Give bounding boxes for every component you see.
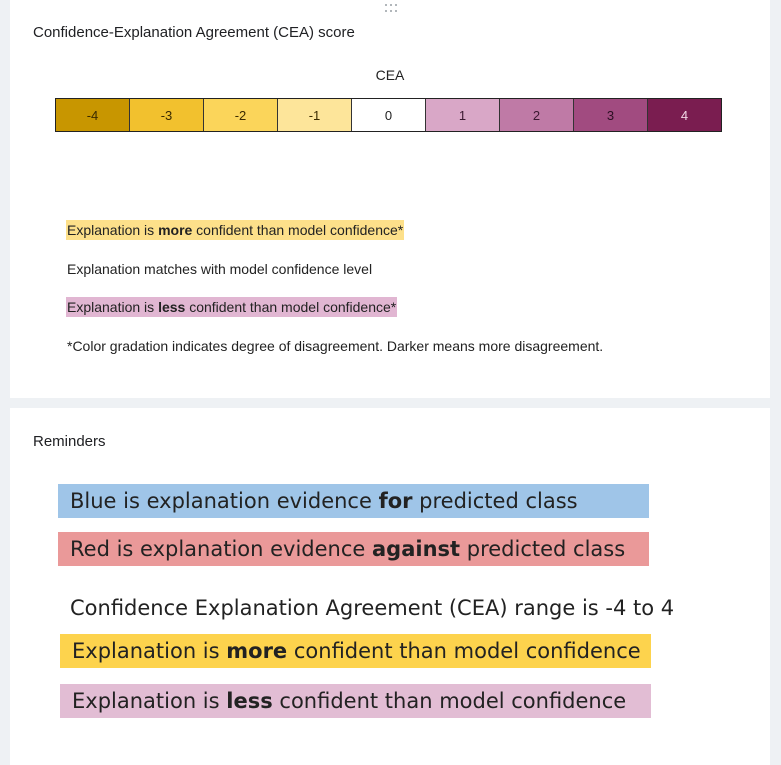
drag-handle-icon[interactable] (382, 4, 400, 14)
cea-scale-label: CEA (375, 67, 405, 83)
cea-scale-cell: 3 (574, 99, 648, 131)
cea-scale-cell: 2 (500, 99, 574, 131)
legend-less-text: Explanation is (67, 299, 159, 315)
reminder-more-text-end: confident than model confidence (287, 639, 641, 663)
legend-more-bold: more (158, 222, 193, 238)
reminder-blue-evidence: Blue is explanation evidence ​for​ predi… (58, 484, 649, 518)
reminder-more-bold: more (226, 639, 288, 663)
reminder-red-text: Red is explanation evidence (70, 537, 372, 561)
reminder-red-text-end: predicted class (460, 537, 626, 561)
reminder-more-text: Explanation is (72, 639, 227, 663)
reminder-less-text: Explanation is (72, 689, 227, 713)
reminder-cea-range: Confidence Explanation Agreement (CEA) r… (70, 596, 675, 620)
legend-less-confident: Explanation is less confident than model… (66, 297, 398, 317)
cea-scale-cell: -4 (56, 99, 130, 131)
cea-scale-cell: -1 (278, 99, 352, 131)
legend-less-text-end: confident than model confidence* (185, 299, 397, 315)
reminders-title: Reminders (33, 433, 106, 450)
cea-scale-cell: 1 (426, 99, 500, 131)
legend-more-confident: Explanation is more confident than model… (66, 220, 405, 240)
reminder-red-bold: against (372, 537, 461, 561)
legend-more-text-end: confident than model confidence* (192, 222, 404, 238)
cea-score-panel: Confidence-Explanation Agreement (CEA) s… (10, 0, 770, 398)
legend-less-bold: less (158, 299, 186, 315)
reminder-less-text-end: confident than model confidence (272, 689, 627, 713)
cea-scale-cell: 4 (648, 99, 721, 131)
reminder-more-confident: Explanation is ​more​ confident than mod… (60, 634, 651, 668)
reminder-red-evidence: Red is explanation evidence ​against​ pr… (58, 532, 649, 566)
legend-footnote: *Color gradation indicates degree of dis… (67, 338, 604, 354)
reminder-less-confident: Explanation is ​less​ confident than mod… (60, 684, 651, 718)
legend-match: Explanation matches with model confidenc… (67, 261, 373, 277)
reminder-blue-text: Blue is explanation evidence (70, 489, 379, 513)
reminders-panel: Reminders Blue is explanation evidence ​… (10, 408, 770, 765)
reminder-blue-text-end: predicted class (412, 489, 578, 513)
cea-scale-cell: -3 (130, 99, 204, 131)
cea-scale-cell: 0 (352, 99, 426, 131)
cea-panel-title: Confidence-Explanation Agreement (CEA) s… (33, 24, 355, 41)
reminder-less-bold: less (226, 689, 273, 713)
cea-scale-cell: -2 (204, 99, 278, 131)
cea-color-scale: -4 -3 -2 -1 0 1 2 3 4 (55, 98, 722, 132)
legend-more-text: Explanation is (67, 222, 159, 238)
reminder-blue-bold: for (378, 489, 413, 513)
